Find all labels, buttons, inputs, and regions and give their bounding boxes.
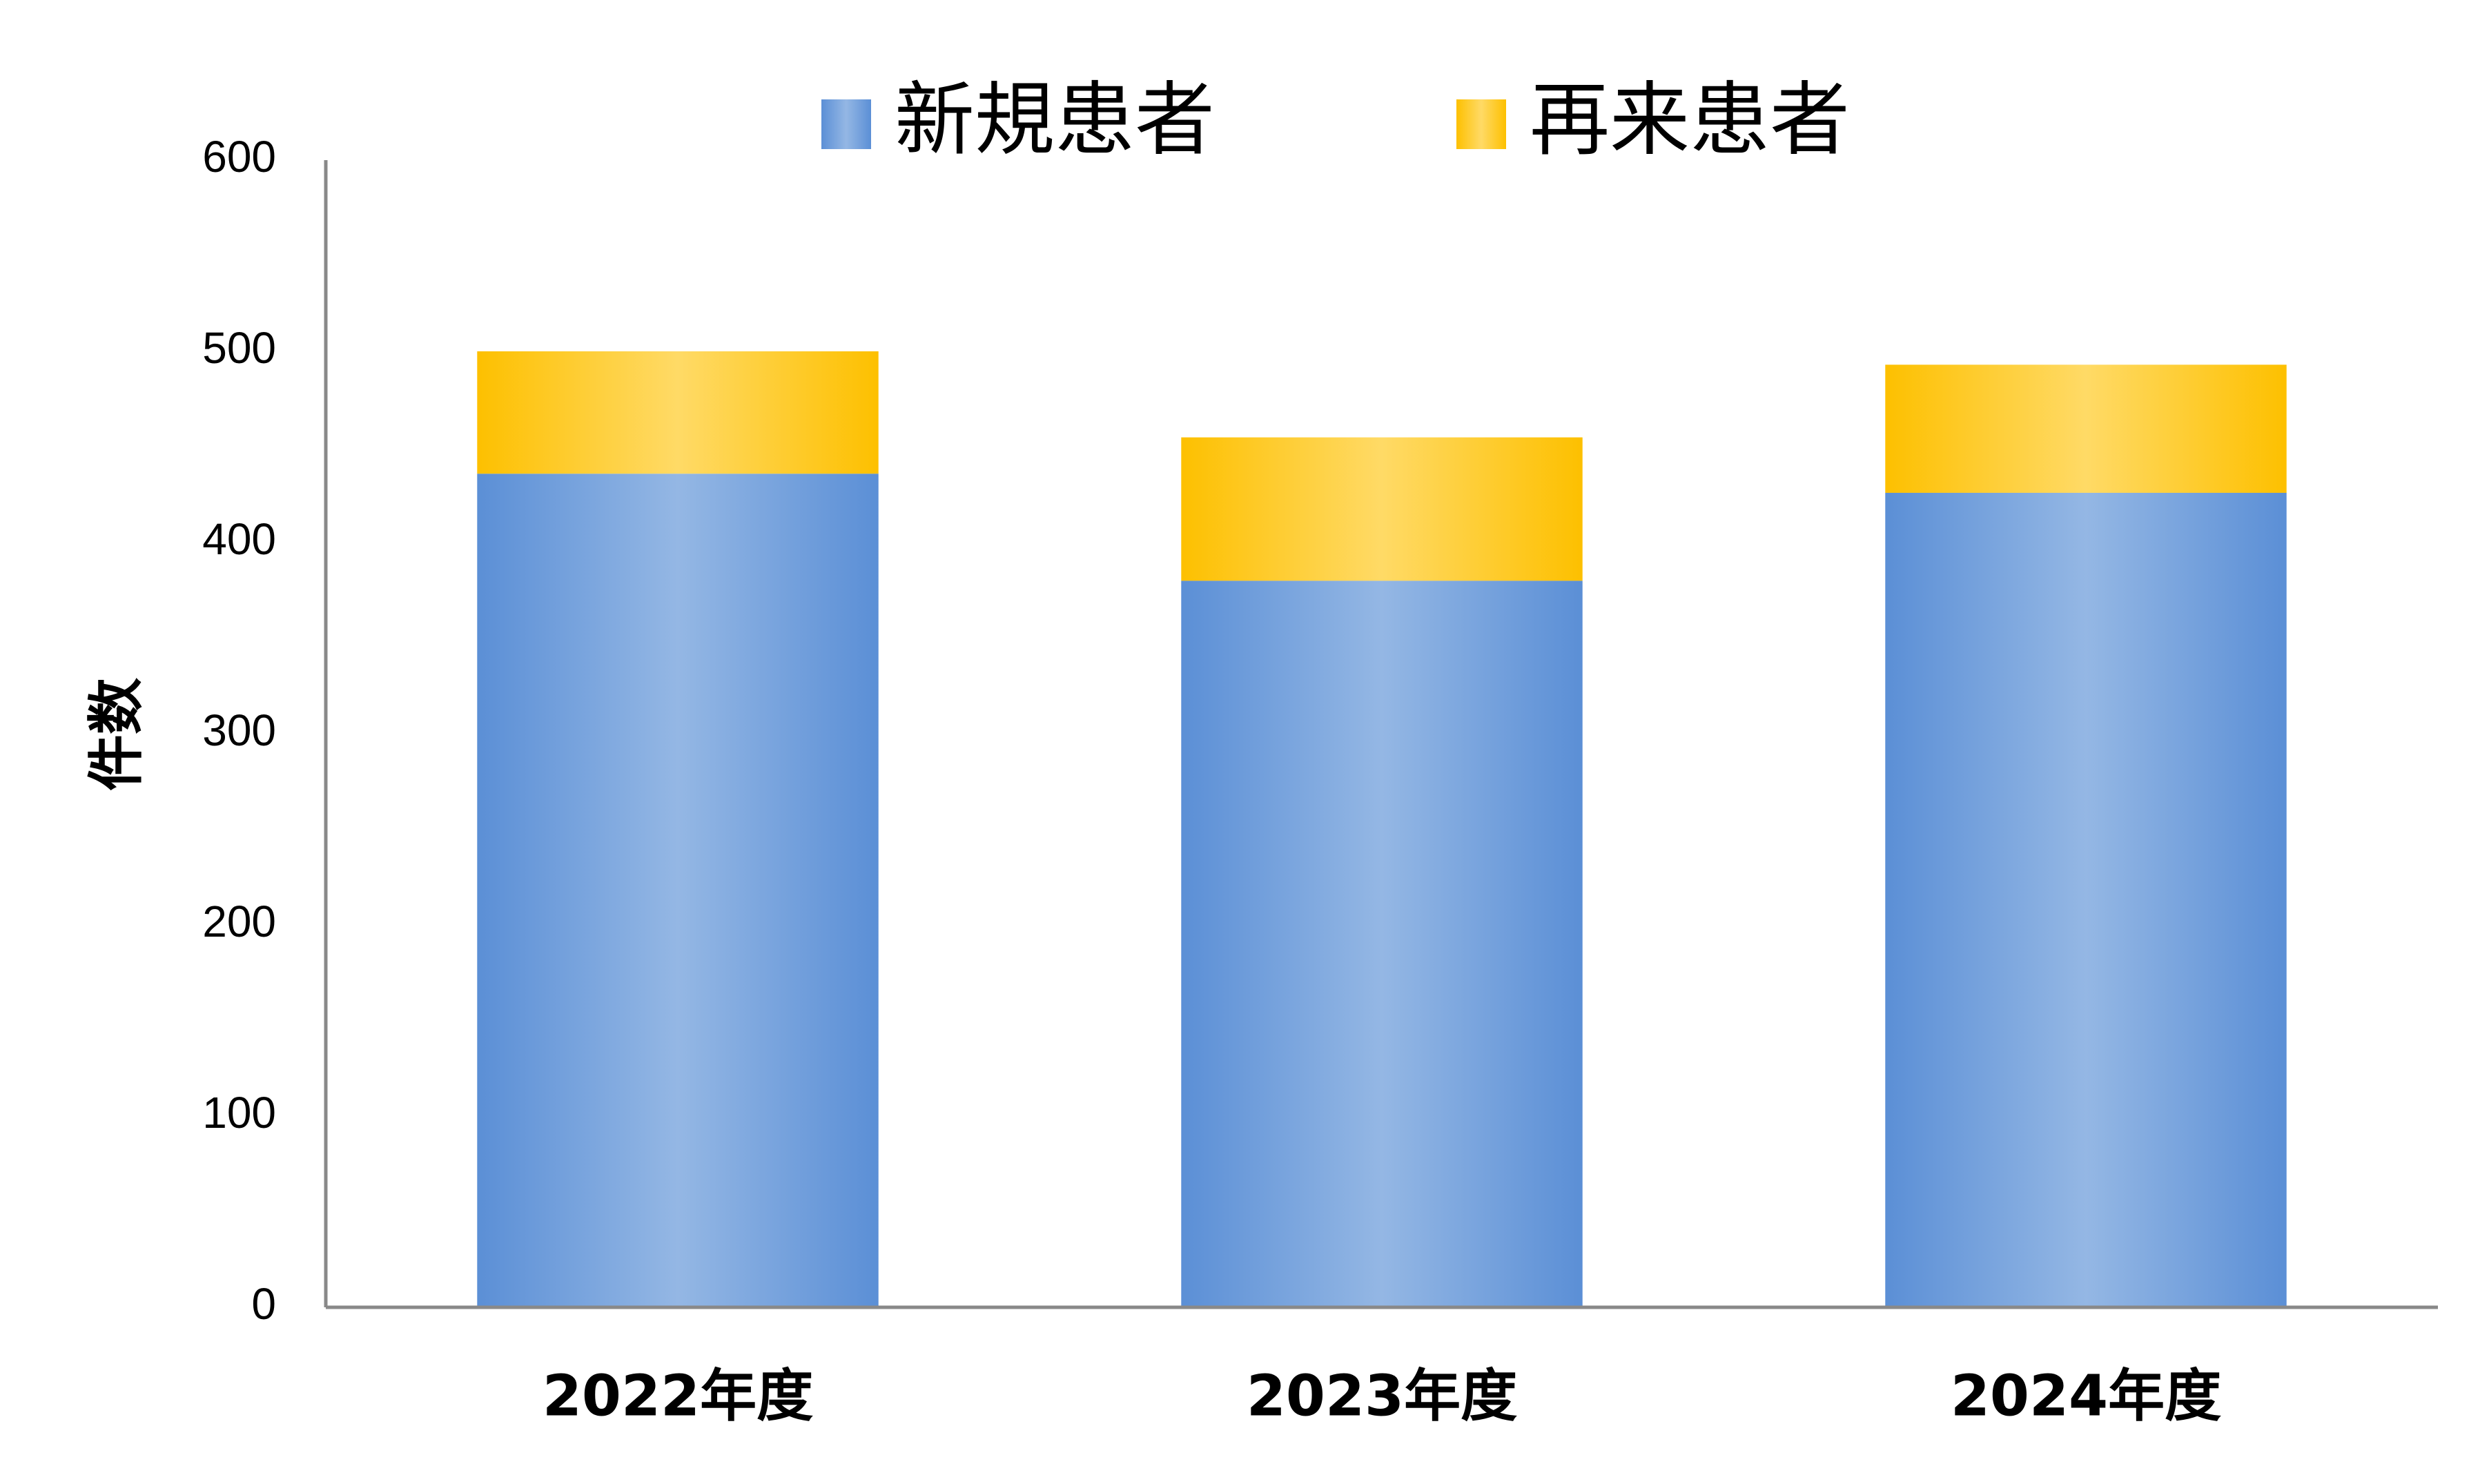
y-tick-label: 0 <box>251 1279 276 1329</box>
y-tick-label: 300 <box>202 705 276 755</box>
legend-label: 再来患者 <box>1530 74 1850 167</box>
bar-segment <box>1181 437 1583 581</box>
y-tick-label: 200 <box>202 897 276 946</box>
bar-segment <box>1885 364 2287 493</box>
legend-swatch <box>821 99 871 149</box>
x-tick-label: 2023年度 <box>1247 1363 1517 1429</box>
y-axis-label: 件数 <box>84 678 149 791</box>
legend-label: 新規患者 <box>895 74 1215 167</box>
y-tick-label: 500 <box>202 323 276 373</box>
bar-segment <box>1181 580 1583 1307</box>
y-tick-label: 600 <box>202 132 276 182</box>
y-tick-label: 400 <box>202 514 276 564</box>
bar-segment <box>1885 492 2287 1307</box>
bar-segment <box>477 351 879 474</box>
y-tick-label: 100 <box>202 1088 276 1138</box>
legend-swatch <box>1456 99 1506 149</box>
x-tick-label: 2024年度 <box>1951 1363 2221 1429</box>
x-tick-label: 2022年度 <box>543 1363 813 1429</box>
bar-segment <box>477 473 879 1307</box>
